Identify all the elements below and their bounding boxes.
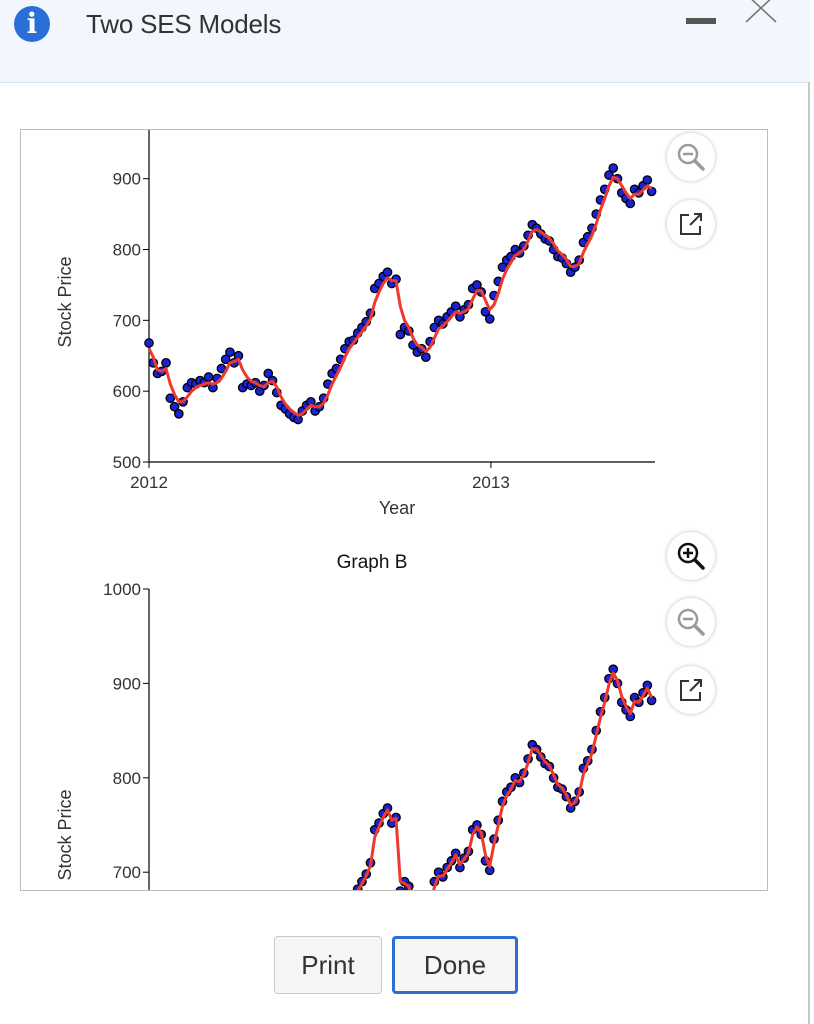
zoom-in-icon [677,542,705,570]
y-axis-label: Stock Price [55,256,75,347]
y-tick-label: 800 [113,769,141,788]
data-point [382,267,393,278]
y-tick-label: 800 [113,241,141,260]
data-point [395,329,406,340]
charts-frame[interactable]: 500 600 700 800 900 2012 2013 Year Stock Price 6… [20,129,768,891]
y-tick-label: 700 [113,311,141,330]
ses-line [356,671,653,890]
y-tick-label: 700 [113,863,141,882]
zoom-in-button-b[interactable] [667,532,715,580]
close-button[interactable] [742,0,782,26]
graph-a: 500 600 700 800 900 2012 2013 Year Stock Price [55,130,657,518]
x-axis-label: Year [379,498,415,518]
y-tick-label: 600 [113,382,141,401]
data-point [263,368,274,379]
export-icon [680,213,702,235]
ses-line [147,175,653,417]
data-point [144,338,154,348]
data-point [225,347,235,358]
data-point [480,306,491,317]
data-point [165,393,176,404]
close-icon [745,0,777,23]
zoom-out-icon [677,608,705,636]
y-tick-label: 900 [113,170,141,189]
info-icon: i [14,6,50,42]
data-point [420,352,431,363]
zoom-out-icon [677,143,705,171]
data-point [203,372,214,382]
data-point [173,408,184,419]
print-button[interactable]: Print [274,936,382,994]
y-tick-label: 500 [113,453,141,472]
data-point [642,175,653,185]
y-tick-label: 1000 [103,580,141,599]
data-point [395,886,406,890]
zoom-out-button-b[interactable] [667,598,715,646]
y-axis-label: Stock Price [55,789,75,880]
x-tick-label: 2013 [472,473,510,492]
data-point [604,170,614,180]
export-icon [680,679,702,701]
minimize-icon [686,18,716,24]
data-point [625,198,636,209]
data-point [161,357,171,368]
dialog-title: Two SES Models [86,9,282,39]
dialog-header: i Two SES Models [0,0,810,83]
x-tick-label: 2012 [130,473,168,492]
zoom-out-button-a[interactable] [667,133,715,181]
data-point [484,314,495,324]
window-edge [808,82,810,1024]
data-point [450,301,461,312]
y-tick-label: 900 [113,674,141,693]
data-point [608,163,619,173]
data-point [169,401,180,412]
export-button-a[interactable] [667,200,715,248]
done-button[interactable]: Done [392,936,518,994]
data-point [220,354,231,365]
minimize-button[interactable] [686,6,718,26]
chart-title: Graph B [337,552,408,573]
export-button-b[interactable] [667,666,715,714]
